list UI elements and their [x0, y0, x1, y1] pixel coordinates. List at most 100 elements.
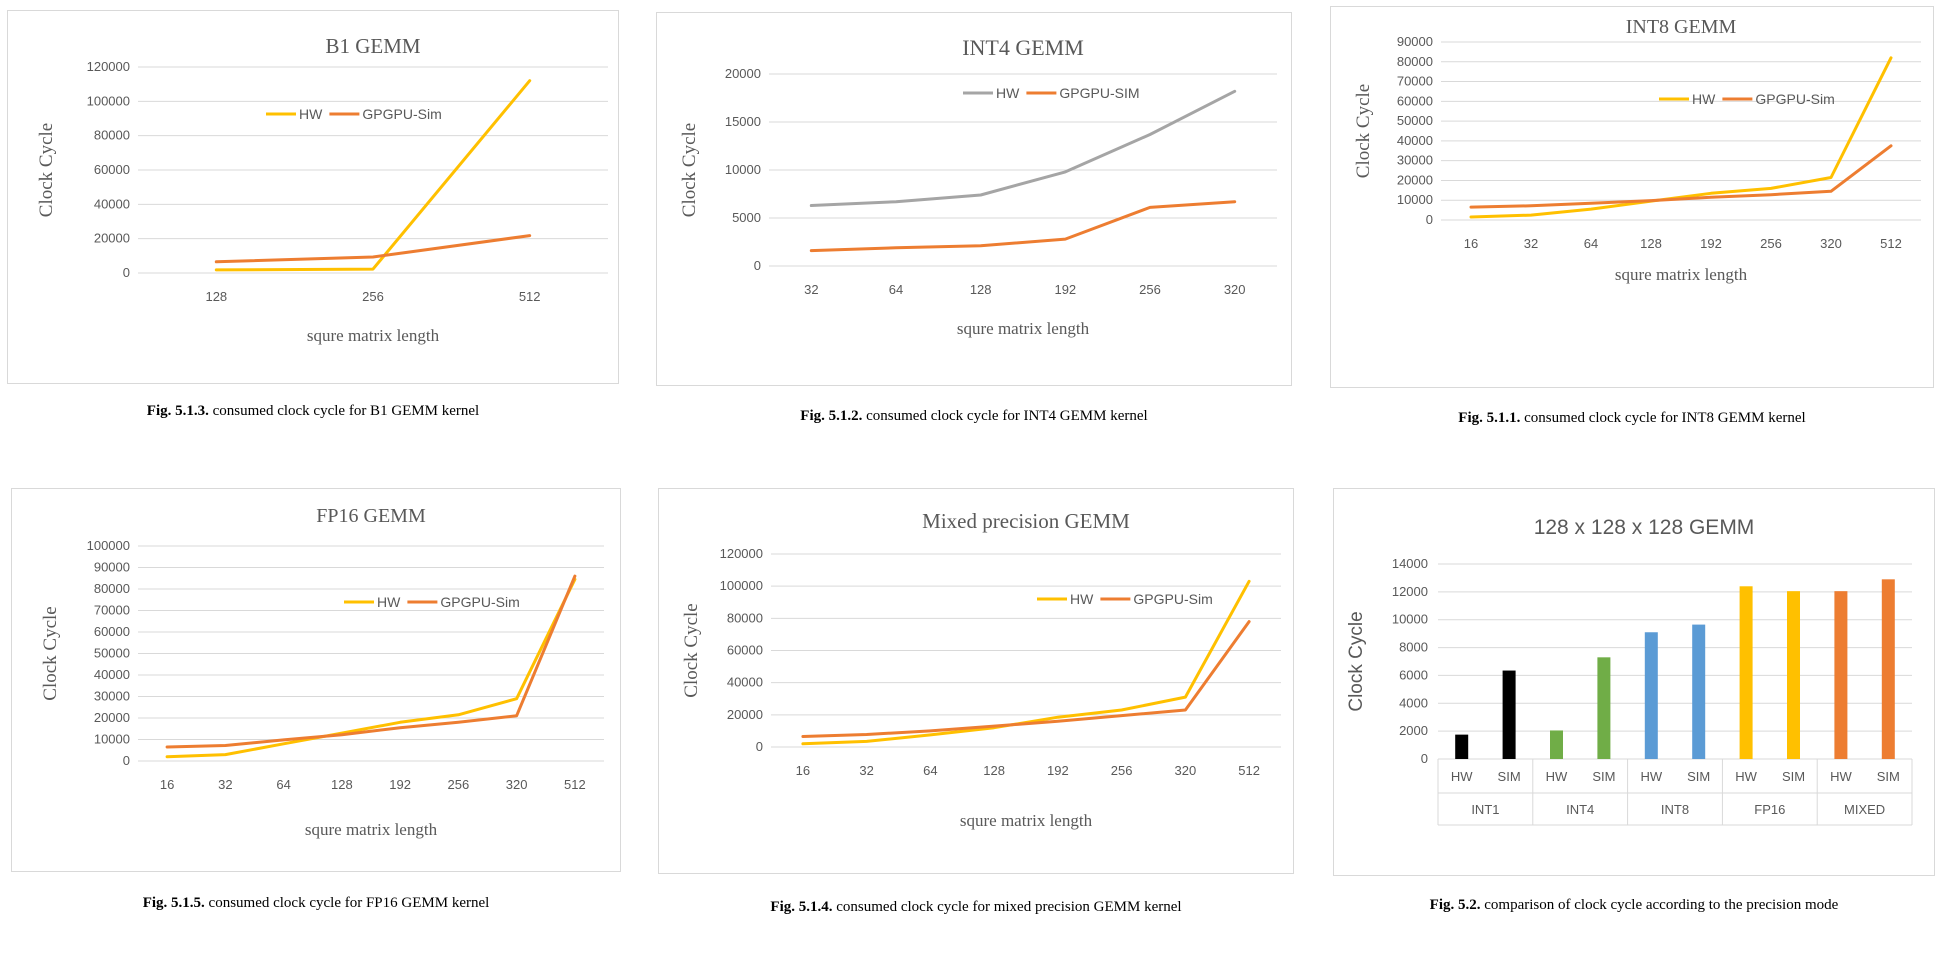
y-tick-label: 20000 [727, 707, 763, 722]
x-tick-label: 16 [796, 763, 810, 778]
chart-fp16: FP16 GEMM 0 10000 20000 30000 40000 50000 60000… [40, 505, 604, 839]
x-group-label: MIXED [1844, 802, 1885, 817]
chart-panel-mixed: Mixed precision GEMM 0 20000 40000 60000 8000… [658, 488, 1294, 874]
x-tick-label: 16 [1464, 236, 1478, 251]
y-axis-label: Clock Cycle [1353, 84, 1374, 178]
x-sub-label: SIM [1782, 769, 1805, 784]
x-tick-label: 512 [564, 777, 586, 792]
bar-fp16-hw [1739, 586, 1753, 759]
legend-label: HW [299, 106, 323, 122]
x-group-label: INT8 [1661, 802, 1689, 817]
x-tick-label: 128 [983, 763, 1005, 778]
y-tick-label: 10000 [725, 162, 761, 177]
y-tick-label: 0 [754, 258, 761, 273]
legend-label: HW [1070, 591, 1094, 607]
x-tick-label: 32 [804, 282, 818, 297]
x-tick-label: 64 [889, 282, 903, 297]
x-tick-label: 64 [923, 763, 937, 778]
bar-int4-sim [1597, 657, 1611, 759]
y-tick-label: 100000 [87, 538, 130, 553]
y-tick-label: 8000 [1399, 640, 1428, 655]
y-tick-label: 5000 [732, 210, 761, 225]
y-tick-label: 50000 [1397, 113, 1433, 128]
y-tick-label: 15000 [725, 114, 761, 129]
y-tick-label: 30000 [94, 689, 130, 704]
y-tick-label: 100000 [87, 93, 130, 108]
x-tick-label: 256 [1111, 763, 1133, 778]
x-sub-label: SIM [1687, 769, 1710, 784]
y-tick-label: 20000 [94, 710, 130, 725]
x-axis-label: squre matrix length [960, 811, 1093, 830]
x-tick-label: 192 [1047, 763, 1069, 778]
chart-panel-fp16: FP16 GEMM 0 10000 20000 30000 40000 50000 60000… [11, 488, 621, 872]
y-tick-label: 20000 [725, 66, 761, 81]
x-tick-label: 512 [1238, 763, 1260, 778]
y-tick-label: 80000 [1397, 54, 1433, 69]
series-line-gpgpu-sim [809, 200, 1237, 253]
x-tick-label: 512 [1880, 236, 1902, 251]
x-sub-label: SIM [1877, 769, 1900, 784]
y-tick-label: 90000 [1397, 34, 1433, 49]
x-sub-label: SIM [1592, 769, 1615, 784]
chart-int8: INT8 GEMM 0 10000 20000 30000 40000 50000 60000… [1353, 16, 1921, 284]
series-line-gpgpu-sim [214, 234, 532, 264]
caption-int4: Fig. 5.1.2. consumed clock cycle for INT… [800, 408, 1148, 424]
x-sub-label: HW [1735, 769, 1757, 784]
y-tick-label: 40000 [1397, 133, 1433, 148]
legend-label: HW [377, 594, 401, 610]
y-tick-label: 80000 [94, 581, 130, 596]
y-axis-label: Clock Cycle [40, 606, 61, 700]
y-tick-label: 80000 [727, 610, 763, 625]
y-tick-label: 20000 [1397, 172, 1433, 187]
x-tick-label: 128 [970, 282, 992, 297]
x-tick-label: 192 [1700, 236, 1722, 251]
x-sub-label: HW [1830, 769, 1852, 784]
series-line-hw [1469, 56, 1893, 219]
y-tick-label: 60000 [727, 643, 763, 658]
y-tick-label: 60000 [94, 162, 130, 177]
y-tick-label: 100000 [720, 578, 763, 593]
chart-title: FP16 GEMM [316, 505, 426, 527]
y-tick-label: 2000 [1399, 723, 1428, 738]
y-tick-label: 10000 [1397, 192, 1433, 207]
y-tick-label: 0 [1426, 212, 1433, 227]
y-tick-label: 12000 [1392, 584, 1428, 599]
x-tick-label: 320 [506, 777, 528, 792]
y-tick-label: 10000 [1392, 612, 1428, 627]
x-tick-label: 32 [1524, 236, 1538, 251]
legend-label: HW [996, 85, 1020, 101]
y-axis-label: Clock Cycle [1346, 611, 1367, 711]
chart-panel-bar128: 128 x 128 x 128 GEMM 0 2000 4000 6000 8000 100… [1333, 488, 1935, 876]
y-tick-label: 120000 [87, 59, 130, 74]
x-tick-label: 512 [519, 289, 541, 304]
legend-label: HW [1692, 91, 1716, 107]
x-axis-label: squre matrix length [305, 820, 438, 839]
x-tick-label: 128 [205, 289, 227, 304]
x-tick-label: 16 [160, 777, 174, 792]
caption-int8: Fig. 5.1.1. consumed clock cycle for INT… [1458, 410, 1806, 426]
x-sub-label: HW [1640, 769, 1662, 784]
legend-label: GPGPU-SIM [1059, 85, 1139, 101]
y-tick-label: 20000 [94, 231, 130, 246]
bar-fp16-sim [1787, 591, 1800, 759]
y-tick-label: 90000 [94, 560, 130, 575]
x-tick-label: 256 [448, 777, 470, 792]
chart-panel-int8: INT8 GEMM 0 10000 20000 30000 40000 50000 60000… [1330, 6, 1934, 388]
y-tick-label: 60000 [94, 624, 130, 639]
x-tick-label: 320 [1224, 282, 1246, 297]
y-tick-label: 4000 [1399, 695, 1428, 710]
x-tick-label: 32 [218, 777, 232, 792]
series-line-gpgpu-sim [165, 574, 577, 749]
y-tick-label: 70000 [94, 603, 130, 618]
x-tick-label: 256 [1139, 282, 1161, 297]
x-axis-label: squre matrix length [1615, 265, 1748, 284]
y-tick-label: 30000 [1397, 153, 1433, 168]
x-tick-label: 64 [276, 777, 290, 792]
series-line-hw [809, 89, 1237, 207]
x-axis-label: squre matrix length [957, 319, 1090, 338]
y-tick-label: 60000 [1397, 93, 1433, 108]
y-tick-label: 40000 [94, 667, 130, 682]
x-axis-label: squre matrix length [307, 326, 440, 345]
y-tick-label: 0 [123, 265, 130, 280]
y-tick-label: 70000 [1397, 74, 1433, 89]
